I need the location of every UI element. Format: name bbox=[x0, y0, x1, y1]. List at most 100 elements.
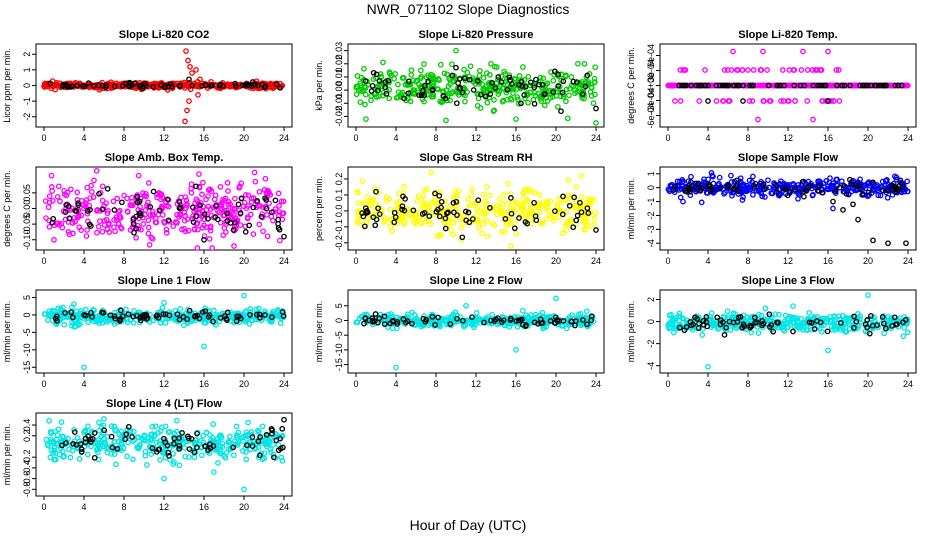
data-point bbox=[182, 81, 189, 88]
data-point bbox=[380, 59, 386, 66]
data-point bbox=[728, 172, 734, 179]
flagged-outlier-point bbox=[790, 328, 796, 335]
flagged-point bbox=[470, 87, 477, 93]
flagged-point bbox=[824, 328, 831, 335]
data-point bbox=[498, 207, 505, 214]
flagged-point bbox=[263, 205, 270, 212]
flagged-point bbox=[402, 319, 409, 326]
data-point bbox=[434, 233, 441, 240]
data-point bbox=[904, 329, 911, 336]
flagged-point bbox=[249, 443, 256, 449]
outlier-point bbox=[161, 475, 167, 482]
flagged-point bbox=[394, 321, 401, 327]
data-point bbox=[759, 193, 766, 200]
data-point bbox=[785, 98, 792, 104]
data-point bbox=[900, 333, 907, 340]
flagged-point bbox=[706, 181, 712, 188]
data-points bbox=[665, 48, 911, 123]
data-point bbox=[414, 198, 421, 204]
data-point bbox=[421, 61, 427, 67]
data-point bbox=[94, 318, 100, 325]
flagged-point bbox=[88, 223, 94, 229]
flagged-point bbox=[895, 82, 901, 89]
flagged-point bbox=[532, 213, 539, 220]
data-point bbox=[392, 71, 399, 77]
data-point bbox=[430, 74, 436, 81]
data-point bbox=[713, 98, 720, 104]
data-point bbox=[809, 67, 816, 73]
flagged-point bbox=[62, 209, 69, 215]
flagged-point bbox=[734, 183, 740, 189]
flagged-point bbox=[709, 187, 716, 193]
data-point bbox=[512, 220, 518, 226]
y-tick-label: -0.4 bbox=[22, 460, 32, 476]
data-point bbox=[568, 74, 575, 80]
y-tick-label: 0.1 bbox=[334, 189, 344, 202]
flagged-outlier-point bbox=[518, 100, 524, 107]
data-point bbox=[395, 190, 402, 197]
data-point bbox=[762, 194, 768, 200]
data-point bbox=[415, 192, 422, 199]
flagged-point bbox=[841, 183, 848, 189]
data-point bbox=[140, 190, 146, 196]
data-point bbox=[245, 419, 251, 426]
data-point bbox=[843, 320, 850, 327]
data-point bbox=[473, 216, 480, 222]
data-point bbox=[233, 423, 240, 430]
flagged-outlier-point bbox=[885, 240, 891, 247]
data-point bbox=[239, 448, 246, 454]
data-point bbox=[674, 178, 681, 185]
flagged-point bbox=[391, 219, 398, 226]
data-point bbox=[52, 82, 59, 89]
flagged-point bbox=[456, 76, 463, 82]
data-point bbox=[764, 67, 770, 73]
data-point bbox=[233, 223, 240, 229]
data-point bbox=[529, 188, 535, 195]
data-point bbox=[809, 192, 816, 199]
data-point bbox=[51, 456, 58, 463]
data-point bbox=[262, 441, 269, 448]
data-point bbox=[424, 186, 430, 193]
outlier-point bbox=[197, 76, 203, 83]
flagged-outlier-point bbox=[870, 237, 876, 244]
flagged-point bbox=[141, 313, 148, 319]
data-point bbox=[786, 181, 792, 188]
data-point bbox=[74, 435, 81, 441]
data-point bbox=[277, 313, 283, 320]
data-point bbox=[225, 188, 231, 194]
x-tick-label: 20 bbox=[863, 133, 873, 143]
data-point bbox=[222, 195, 229, 202]
data-point bbox=[798, 67, 805, 73]
panel-4: Slope Amb. Box Temp.0 4 8 12 16 20 24-0.10-0.0… bbox=[2, 152, 293, 266]
data-point bbox=[198, 437, 204, 444]
data-point bbox=[196, 210, 203, 217]
flagged-point bbox=[230, 227, 237, 233]
data-point bbox=[458, 224, 465, 231]
flagged-point bbox=[463, 217, 470, 224]
flagged-point bbox=[571, 194, 578, 201]
data-point bbox=[411, 219, 417, 226]
flagged-point bbox=[880, 187, 886, 194]
flagged-point bbox=[432, 190, 438, 197]
x-tick-label: 4 bbox=[81, 502, 86, 512]
data-point bbox=[572, 90, 578, 97]
x-tick-label: 8 bbox=[745, 133, 750, 143]
flagged-point bbox=[542, 90, 548, 97]
flagged-point bbox=[194, 430, 200, 437]
x-tick-label: 24 bbox=[591, 379, 601, 389]
data-point bbox=[465, 196, 471, 202]
flagged-point bbox=[126, 79, 133, 86]
flagged-point bbox=[166, 312, 173, 319]
data-point bbox=[264, 190, 271, 196]
data-point bbox=[217, 219, 224, 226]
data-point bbox=[425, 72, 431, 79]
data-point bbox=[252, 178, 259, 185]
data-point bbox=[394, 200, 401, 206]
flagged-point bbox=[205, 314, 212, 320]
data-point bbox=[166, 315, 173, 322]
flagged-point bbox=[519, 321, 526, 328]
flagged-point bbox=[776, 82, 783, 89]
x-tick-label: 4 bbox=[81, 256, 86, 266]
x-tick-label: 8 bbox=[121, 133, 126, 143]
